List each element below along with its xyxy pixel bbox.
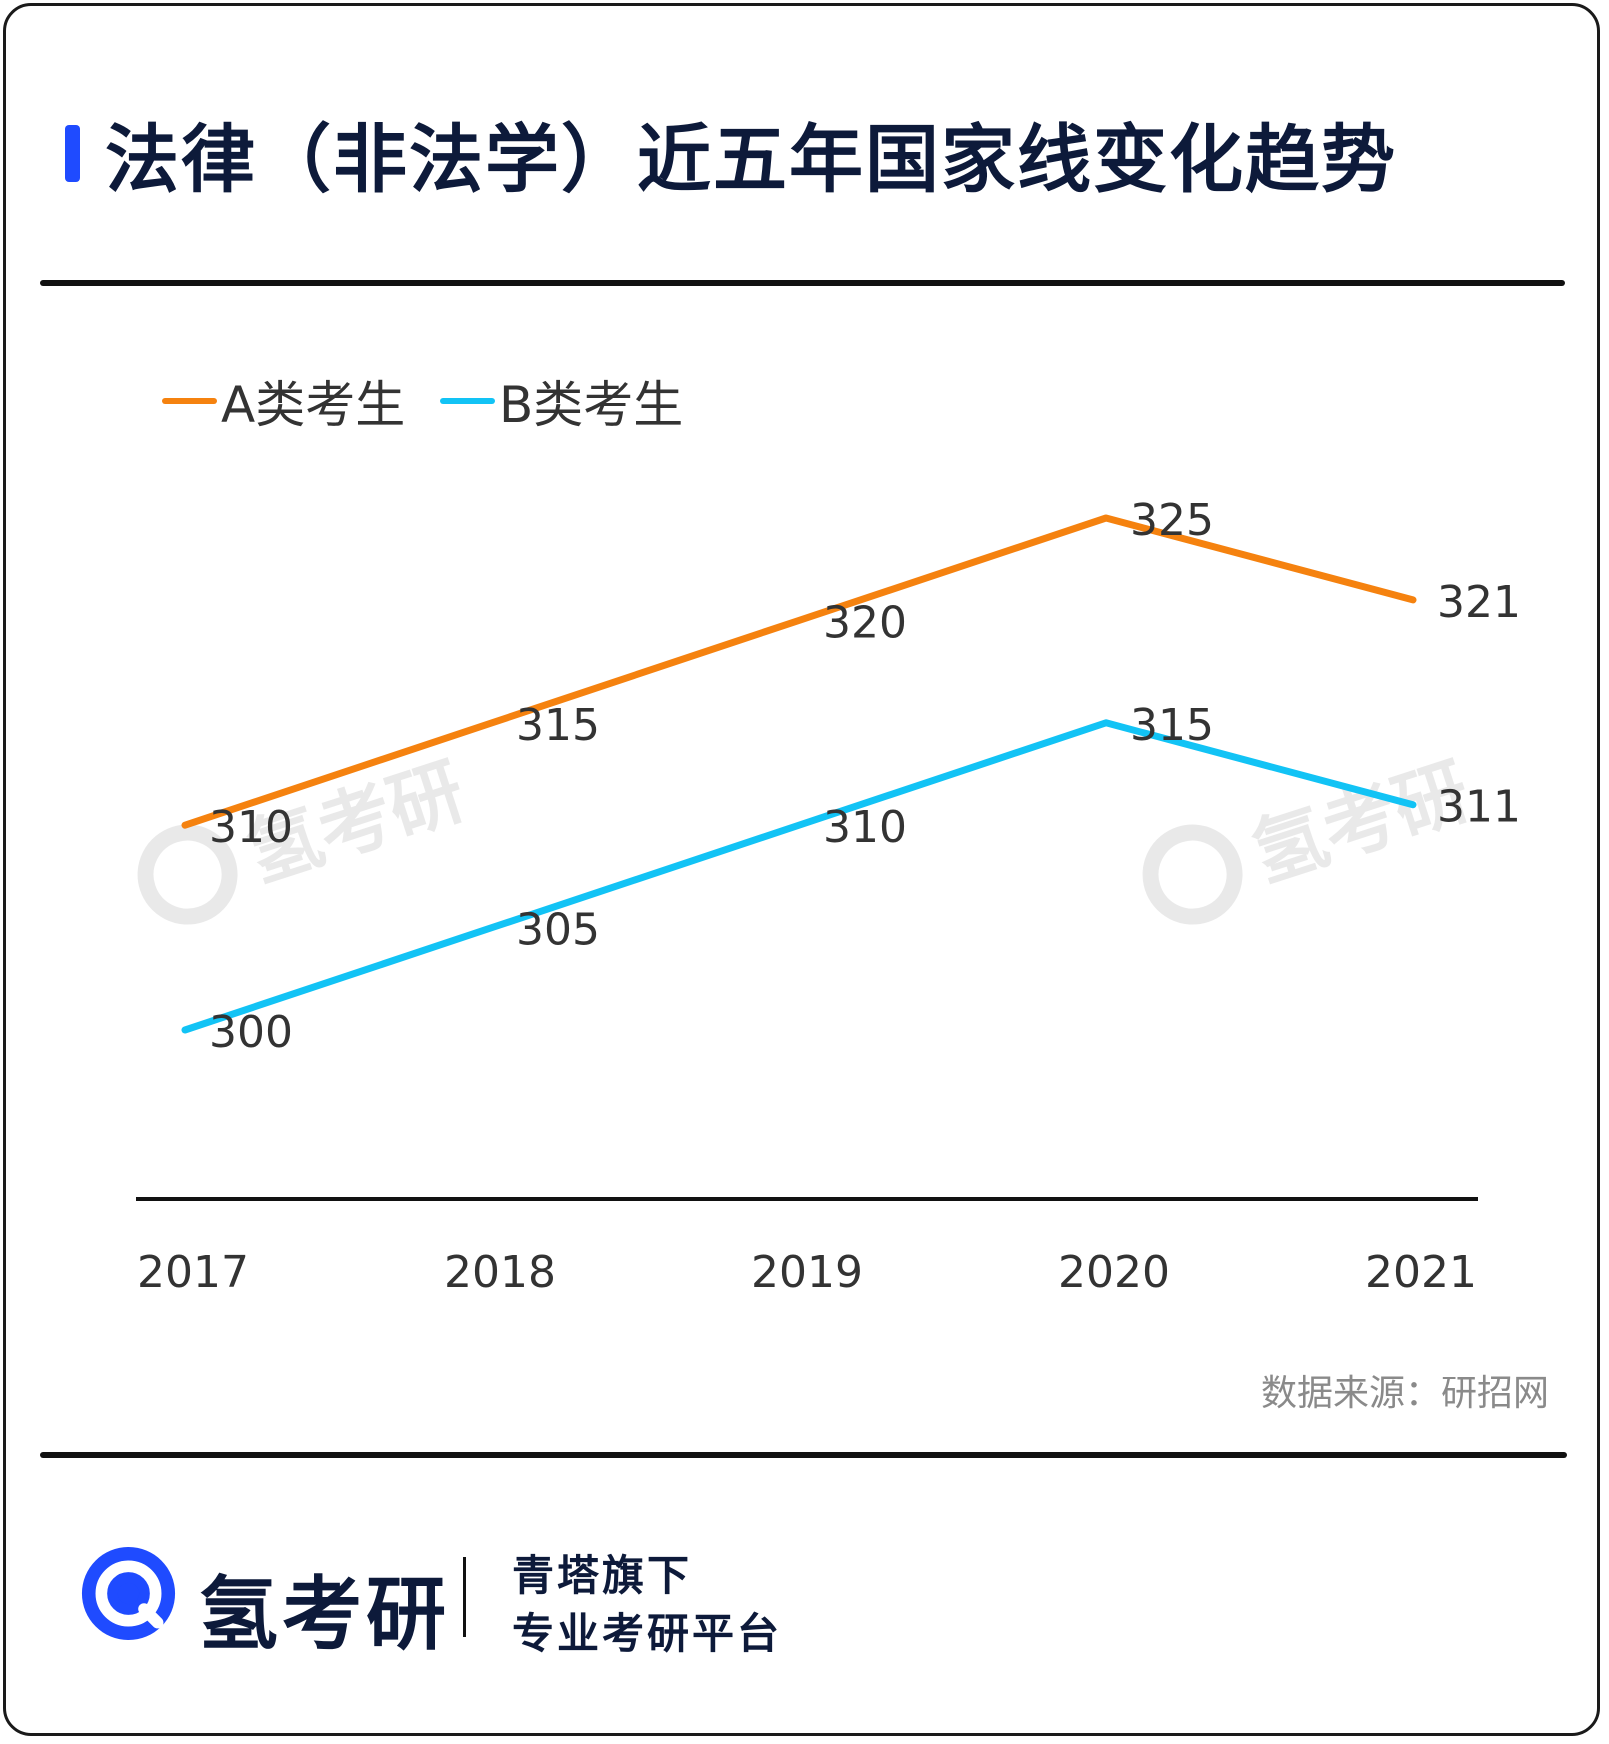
brand-tagline-2: 专业考研平台 — [512, 1609, 783, 1658]
data-label-b-2020: 315 — [1130, 700, 1214, 751]
x-tick-label-2017: 2017 — [137, 1247, 249, 1298]
data-label-b-2019: 310 — [823, 802, 907, 853]
x-tick-label-2021: 2021 — [1365, 1247, 1477, 1298]
brand-tagline-1: 青塔旗下 — [512, 1551, 693, 1600]
watermark-logo-icon — [137, 824, 238, 925]
legend-label-b: B类考生 — [499, 376, 684, 434]
legend-series-b[interactable]: B类考生 — [440, 365, 683, 437]
data-label-a-2019: 320 — [823, 597, 907, 648]
data-source: 数据来源：研招网 — [1260, 1373, 1549, 1414]
legend-label-a: A类考生 — [221, 376, 406, 434]
footer-divider — [40, 1452, 1567, 1458]
header-divider — [40, 280, 1565, 286]
legend-swatch-b — [440, 398, 495, 404]
brand-name: 氢考研 — [198, 1568, 450, 1661]
data-label-b-2017: 300 — [209, 1007, 293, 1058]
brand-logo-icon — [81, 1546, 176, 1641]
legend-series-a[interactable]: A类考生 — [162, 365, 405, 437]
x-tick-label-2019: 2019 — [751, 1247, 863, 1298]
watermark-1: 氢考研 — [137, 748, 475, 925]
x-axis: 2017 2018 2019 2020 2021 — [136, 1197, 1478, 1298]
legend-swatch-a — [162, 398, 217, 404]
title-accent-bar — [65, 125, 80, 182]
chart-title: 法律（非法学）近五年国家线变化趋势 — [105, 117, 1397, 203]
data-label-a-2017: 310 — [209, 802, 293, 853]
x-tick-label-2018: 2018 — [444, 1247, 556, 1298]
chart-card — [3, 3, 1600, 1736]
data-label-a-2021: 321 — [1437, 577, 1521, 628]
data-label-b-2018: 305 — [516, 905, 600, 956]
data-label-b-2021: 311 — [1437, 782, 1521, 833]
watermark-logo-icon — [1142, 824, 1243, 925]
data-label-a-2020: 325 — [1130, 495, 1214, 546]
x-tick-label-2020: 2020 — [1058, 1247, 1170, 1298]
footer-separator — [463, 1557, 466, 1637]
data-label-a-2018: 315 — [516, 700, 600, 751]
series-layer: 310 315 320 325 321 300 305 310 315 311 — [181, 495, 1521, 1058]
